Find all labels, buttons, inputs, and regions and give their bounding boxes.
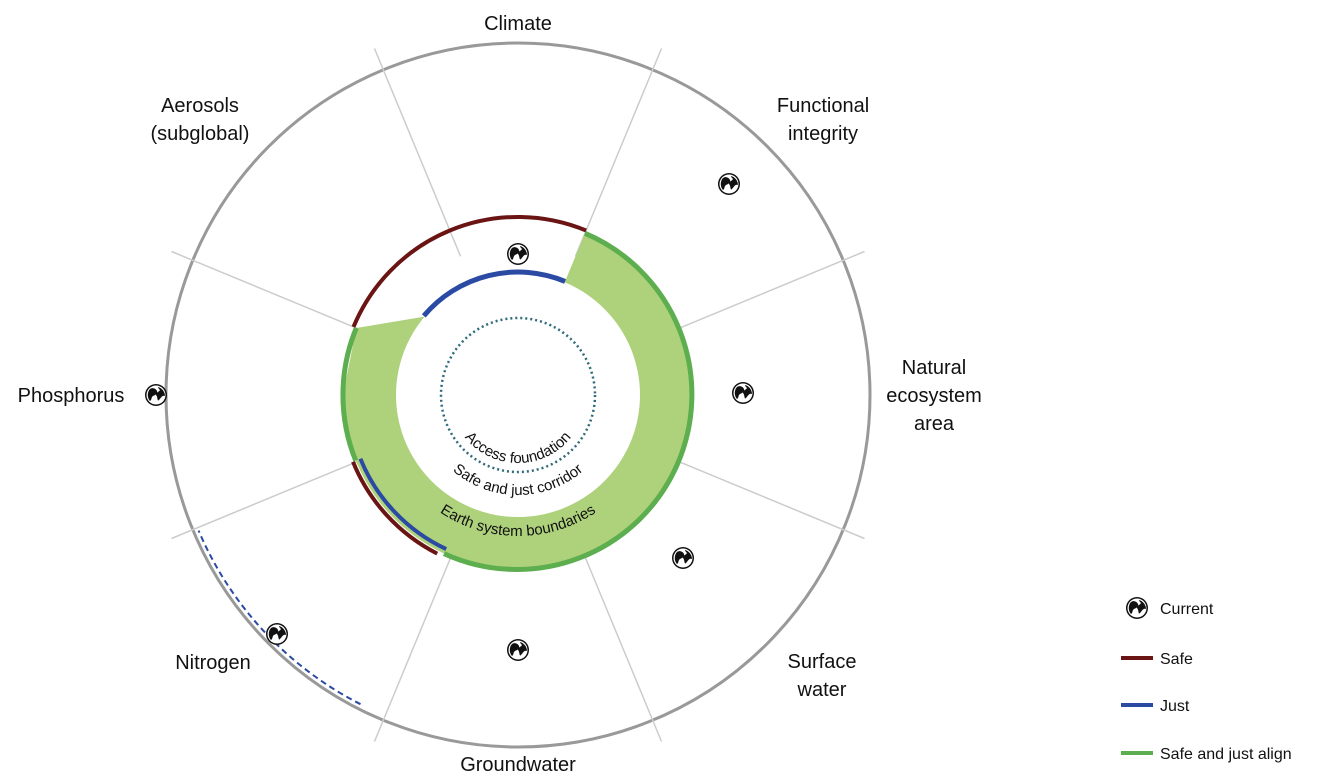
- align-boundary-outer: [442, 230, 695, 572]
- globe-icon: [732, 382, 754, 404]
- segment-label-climate: Climate: [484, 13, 552, 35]
- globe-icon: [1126, 597, 1148, 619]
- segment-label-functional-integrity: Functional integrity: [777, 95, 869, 145]
- globe-icon: [507, 243, 529, 265]
- segment-label-nitrogen: Nitrogen: [175, 652, 251, 674]
- legend: Current Safe Just Safe and just align: [1121, 597, 1292, 763]
- globe-icon: [718, 173, 740, 195]
- segment-divider: [373, 533, 462, 742]
- segment-divider: [574, 533, 663, 742]
- just-boundary-groundwater: [358, 457, 448, 551]
- segment-label-aerosols: Aerosols (subglobal): [151, 95, 250, 145]
- segment-divider: [171, 250, 380, 339]
- globe-icon: [672, 547, 694, 569]
- legend-align-label: Safe and just align: [1160, 746, 1292, 763]
- segment-divider: [171, 451, 380, 540]
- safe-boundary-top: [351, 215, 587, 328]
- globe-icon: [145, 384, 167, 406]
- globe-icon: [266, 623, 288, 645]
- segment-divider: [574, 48, 663, 257]
- safe-boundary-groundwater: [351, 460, 439, 556]
- segment-divider: [373, 48, 462, 257]
- globe-icon: [507, 639, 529, 661]
- segment-label-surface-water: Surface water: [788, 651, 857, 701]
- legend-just-label: Just: [1160, 698, 1190, 715]
- align-boundary-left: [340, 327, 359, 462]
- segment-label-groundwater: Groundwater: [460, 754, 576, 774]
- legend-current-label: Current: [1160, 601, 1214, 618]
- segment-divider: [656, 250, 865, 339]
- access-foundation-circle: [439, 316, 597, 474]
- segment-dividers: [171, 48, 865, 742]
- segment-divider: [656, 451, 865, 540]
- legend-safe-label: Safe: [1160, 651, 1193, 668]
- segment-label-phosphorus: Phosphorus: [18, 385, 125, 407]
- segment-label-natural-ecosystem-area: Natural ecosystem area: [886, 357, 982, 435]
- just-boundary-top: [421, 269, 567, 318]
- just-boundary-nitrogen-dashed: [197, 530, 361, 706]
